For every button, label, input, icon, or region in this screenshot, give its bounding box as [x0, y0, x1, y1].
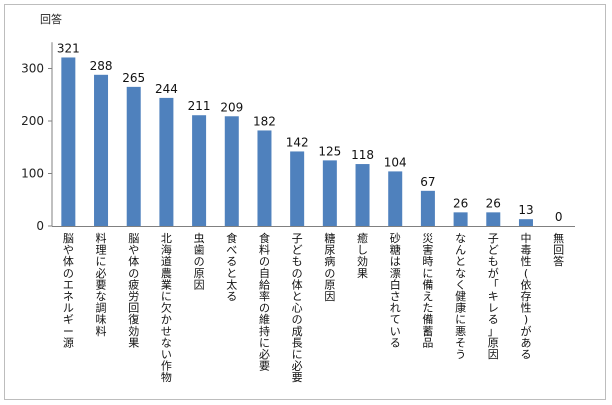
bar [159, 97, 174, 227]
x-tick-label: 脳や体の疲労回復効果 [128, 232, 139, 349]
data-label: 125 [318, 144, 341, 158]
data-label: 211 [188, 99, 211, 113]
data-label: 67 [420, 175, 435, 189]
y-tick-label: 300 [21, 62, 44, 76]
y-tick-label: 0 [36, 219, 44, 233]
x-tick-label: 子どもの体と心の成長に必要 [292, 232, 303, 384]
bar [518, 219, 533, 226]
x-tick-label: 癒し効果 [357, 231, 368, 280]
data-label: 244 [155, 82, 178, 96]
x-tick-label: 災害時に備えた備蓄品 [422, 232, 433, 349]
data-label: 13 [518, 203, 533, 217]
y-ticks: 0 100 200 300 [21, 62, 52, 233]
data-label: 288 [90, 59, 113, 73]
y-axis-label: 回答 [40, 12, 62, 26]
bar [388, 171, 403, 226]
data-label: 26 [453, 196, 468, 210]
y-tick-label: 100 [21, 167, 44, 181]
x-tick-label: 砂糖は漂白されている [390, 232, 401, 349]
x-tick-label: 北海道農業に欠かせない作物 [161, 232, 172, 384]
data-label: 209 [220, 100, 243, 114]
x-tick-label: 糖尿病の原因 [324, 231, 335, 303]
x-tick-label: 虫歯の原因 [194, 232, 205, 291]
bar [420, 190, 435, 226]
bar [61, 57, 76, 226]
x-tick-label: 食べると太る [226, 231, 237, 303]
bar [257, 130, 272, 226]
axes [51, 42, 575, 227]
bar [224, 116, 239, 226]
data-label: 0 [555, 210, 563, 224]
data-label: 104 [384, 155, 407, 169]
bar [355, 164, 370, 226]
bar [94, 74, 109, 226]
data-label: 182 [253, 114, 276, 128]
x-tick-label: 食料の自給率の維持に必要 [259, 231, 270, 373]
x-tick-label: なんとなく健康に悪そう [455, 232, 466, 361]
data-label: 321 [57, 41, 80, 55]
bar [453, 212, 468, 226]
x-tick-label: 脳や体のエネルギー源 [63, 232, 74, 349]
x-tick-label: 料理に必要な調味料 [96, 231, 107, 338]
category-labels: 脳や体のエネルギー源 料理に必要な調味料 脳や体の疲労回復効果 北海道農業に欠かせない… [63, 231, 564, 384]
y-tick-label: 200 [21, 114, 44, 128]
data-label: 118 [351, 148, 374, 162]
bar [322, 160, 337, 226]
bar [192, 115, 207, 226]
data-label: 142 [286, 135, 309, 149]
bars [61, 57, 533, 227]
x-tick-label: 中毒性(依存性)がある [520, 232, 531, 361]
data-label: 26 [486, 196, 501, 210]
bar [126, 86, 141, 226]
x-tick-label: 無回答 [553, 231, 564, 268]
bar [486, 212, 501, 226]
data-label: 265 [122, 71, 145, 85]
value-labels: 321 288 265 244 211 209 182 142 125 118 104 67 26 26 1… [57, 41, 563, 224]
bar [290, 151, 305, 226]
x-tick-label: 子どもが「キレる」原因 [488, 232, 499, 361]
